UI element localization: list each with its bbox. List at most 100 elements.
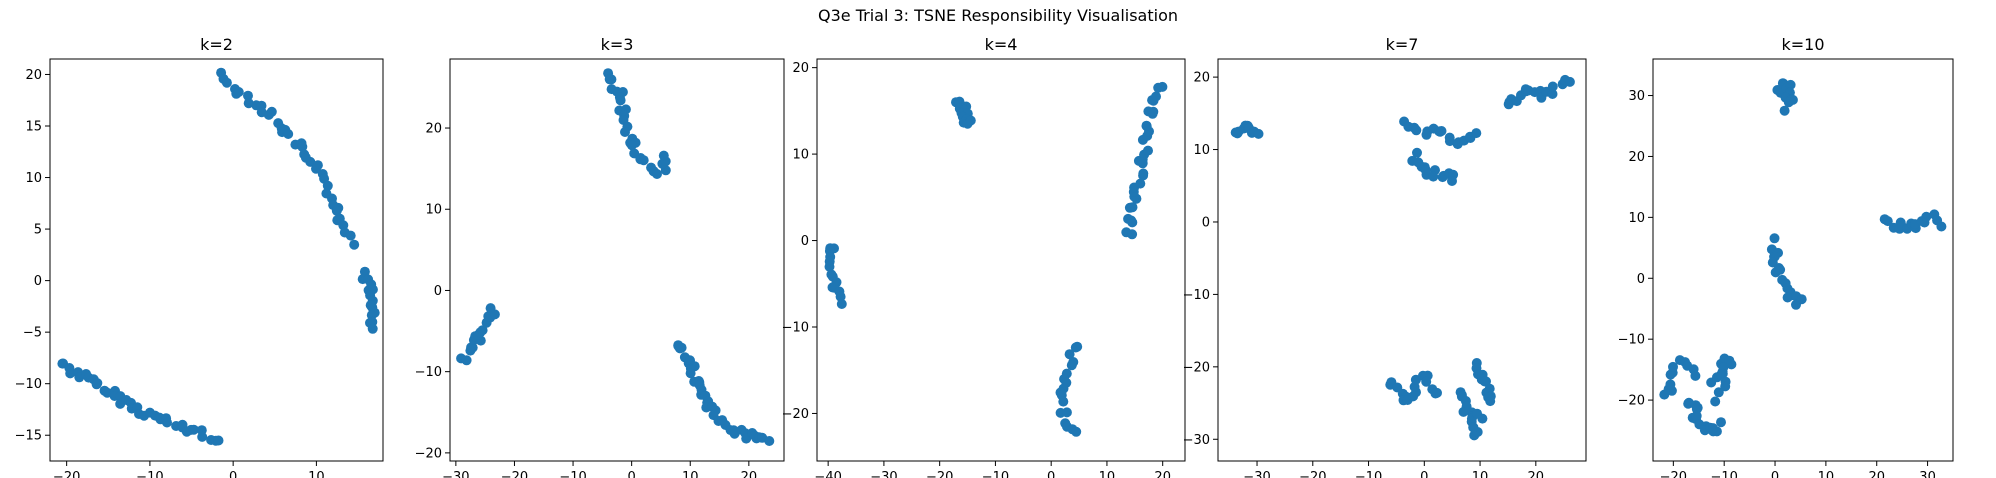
data-point — [221, 77, 232, 88]
data-point — [1412, 147, 1422, 158]
y-tick-label: 10 — [792, 148, 809, 163]
data-point — [322, 180, 333, 191]
x-tick-label: −20 — [501, 470, 528, 478]
y-tick-label: −10 — [782, 321, 809, 336]
data-point — [1458, 406, 1469, 417]
data-point — [1058, 396, 1069, 407]
data-point — [1126, 215, 1137, 226]
x-tick-label: 0 — [1047, 470, 1055, 478]
subplot-title: k=3 — [601, 35, 634, 54]
data-point — [1720, 381, 1731, 392]
data-point — [1420, 165, 1431, 175]
subplot-title: k=2 — [200, 35, 233, 54]
data-point — [1071, 426, 1082, 437]
data-point — [1436, 126, 1447, 136]
data-point — [477, 325, 488, 336]
data-point — [1428, 171, 1439, 182]
x-tick-label: −10 — [559, 470, 586, 478]
y-tick-label: 0 — [1202, 215, 1210, 230]
data-point — [1710, 396, 1721, 407]
axes-frame — [449, 58, 785, 462]
data-point — [1665, 379, 1676, 390]
data-point — [1468, 422, 1479, 433]
y-tick-label: 30 — [1628, 89, 1645, 104]
data-point — [1447, 176, 1457, 186]
data-point — [1432, 387, 1442, 398]
data-point — [263, 109, 274, 120]
x-tick-label: 20 — [1528, 470, 1545, 478]
data-point — [1472, 408, 1483, 419]
data-point — [1882, 216, 1893, 227]
x-tick-label: 10 — [1099, 470, 1116, 478]
data-point — [1692, 402, 1703, 413]
data-point — [297, 141, 308, 152]
data-point — [1070, 342, 1081, 353]
data-point — [965, 115, 976, 126]
data-point — [615, 95, 626, 106]
x-tick-label: −20 — [926, 470, 953, 478]
x-tick-label: 0 — [1771, 470, 1779, 478]
y-tick-label: −20 — [415, 446, 442, 461]
y-tick-label: 10 — [25, 171, 42, 186]
axes-frame — [1217, 58, 1587, 462]
x-tick-label: −20 — [1660, 470, 1687, 478]
data-point — [92, 378, 103, 389]
y-tick-label: −20 — [1618, 394, 1645, 409]
y-tick-label: −10 — [1618, 333, 1645, 348]
data-point — [1138, 168, 1149, 179]
data-point — [638, 155, 649, 166]
data-point — [1547, 89, 1558, 99]
y-tick-label: 20 — [25, 68, 42, 83]
data-point — [1064, 349, 1075, 360]
data-point — [1230, 127, 1241, 138]
x-tick-label: −30 — [442, 470, 469, 478]
x-tick-label: 10 — [1472, 470, 1489, 478]
data-point — [1135, 178, 1146, 189]
data-point — [1066, 360, 1077, 371]
data-point — [728, 426, 739, 436]
data-point — [197, 431, 208, 442]
data-point — [1127, 202, 1138, 213]
y-tick-label: −10 — [1183, 288, 1210, 303]
data-point — [1726, 359, 1737, 370]
x-tick-label: −20 — [1299, 470, 1326, 478]
data-point — [1411, 125, 1422, 136]
data-point — [1143, 145, 1153, 156]
data-point — [99, 385, 110, 396]
y-tick-label: 10 — [1193, 143, 1210, 158]
data-point — [1141, 121, 1152, 132]
data-point — [1713, 387, 1724, 398]
data-point — [1936, 221, 1947, 232]
data-point — [1708, 423, 1718, 434]
data-point — [836, 299, 847, 309]
data-point — [1775, 264, 1786, 275]
y-tick-label: −10 — [415, 365, 442, 380]
data-point — [365, 300, 376, 311]
data-point — [213, 435, 224, 446]
data-point — [1479, 376, 1490, 387]
y-tick-label: −20 — [1183, 360, 1210, 375]
x-tick-label: −10 — [1355, 470, 1382, 478]
subplot-title: k=4 — [985, 35, 1018, 54]
data-point — [1485, 396, 1496, 407]
data-point — [626, 140, 637, 151]
x-tick-label: −10 — [1710, 470, 1737, 478]
data-point — [620, 127, 630, 137]
data-point — [485, 303, 496, 314]
data-point — [461, 355, 472, 366]
x-tick-label: 10 — [308, 470, 325, 478]
x-tick-label: −40 — [814, 470, 841, 478]
data-point — [675, 343, 685, 354]
data-point — [1148, 106, 1159, 117]
data-point — [1796, 294, 1807, 305]
x-tick-label: 10 — [682, 470, 699, 478]
data-point — [1783, 97, 1794, 108]
y-tick-label: 20 — [1628, 150, 1645, 165]
data-point — [345, 230, 356, 241]
data-point — [824, 261, 835, 272]
data-point — [1564, 76, 1575, 87]
y-tick-label: −15 — [15, 429, 42, 444]
data-point — [349, 239, 360, 250]
x-tick-label: 20 — [1868, 470, 1885, 478]
data-point — [1691, 410, 1702, 421]
